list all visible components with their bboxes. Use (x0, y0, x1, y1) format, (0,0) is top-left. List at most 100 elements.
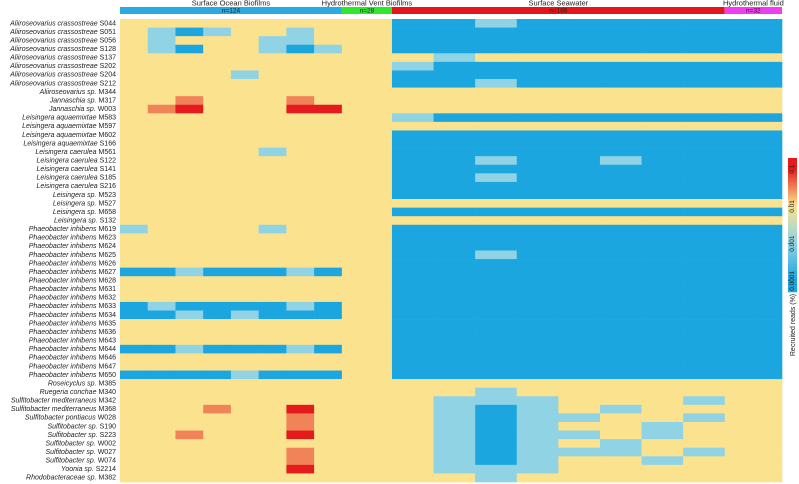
heat-cell (641, 70, 684, 80)
row-label: Phaeobacter inhibens M624 (29, 243, 116, 250)
heat-cell (475, 156, 518, 166)
heat-cell (314, 27, 343, 37)
row-label: Leisingera caerulea S141 (37, 166, 117, 173)
heat-cell (147, 113, 176, 123)
heat-cell (391, 430, 434, 440)
heat-cell (683, 113, 726, 123)
heat-cell (516, 104, 559, 114)
heat-cell (230, 96, 259, 106)
heat-cell (683, 233, 726, 243)
heat-cell (558, 70, 601, 80)
heat-cell (391, 130, 434, 140)
heat-cell (475, 190, 518, 200)
colorbar-segment (788, 187, 797, 190)
heat-cell (258, 387, 287, 397)
heat-cell (475, 241, 518, 251)
heat-cell (147, 353, 176, 363)
heat-cell (475, 336, 518, 346)
heat-cell (366, 473, 393, 483)
heat-cell (683, 396, 726, 406)
heat-cell (341, 379, 368, 388)
row-label: Leisingera caerulea S122 (37, 157, 117, 164)
colorbar-segment (788, 287, 797, 291)
heat-cell (391, 70, 434, 80)
heat-cell (599, 19, 642, 28)
heat-cell (341, 413, 368, 423)
heat-cell (724, 139, 754, 148)
colorbar-segment (788, 256, 797, 259)
heat-cell (147, 327, 176, 337)
heat-cell (516, 370, 559, 380)
heat-cell (341, 19, 368, 28)
heat-cell (433, 396, 476, 406)
heat-cell (230, 430, 259, 440)
row-strain: M597 (98, 123, 116, 130)
group-bar (120, 7, 342, 14)
heat-cell (314, 53, 343, 63)
colorbar-tick-label: 0.001 (789, 235, 796, 252)
heat-cell (683, 190, 726, 200)
heat-cell (558, 301, 601, 311)
heat-cell (203, 139, 232, 148)
heat-cell (391, 36, 434, 46)
heat-cell (258, 181, 287, 191)
heat-cell (475, 301, 518, 311)
heat-cell (147, 387, 176, 397)
heat-cell (286, 464, 315, 474)
heat-cell (314, 121, 343, 131)
heat-cell (366, 439, 393, 449)
heat-cell (175, 190, 204, 200)
row-strain: M634 (98, 312, 116, 319)
heat-cell (286, 284, 315, 294)
heat-cell (286, 87, 315, 97)
row-strain: M625 (98, 252, 116, 259)
heat-cell (599, 250, 642, 260)
heat-cell (475, 413, 518, 423)
row-strain: M633 (98, 303, 116, 310)
row-species: Leisingera aquaemixtae (22, 123, 96, 130)
heat-cell (683, 121, 726, 131)
heat-cell (175, 181, 204, 191)
heat-cell (120, 439, 149, 449)
heat-cell (641, 447, 684, 457)
heat-cell (599, 319, 642, 328)
heat-cell (753, 79, 783, 88)
heat-cell (147, 370, 176, 380)
heat-cell (314, 267, 343, 277)
heat-cell (516, 421, 559, 431)
heat-cell (341, 241, 368, 251)
heat-cell (724, 19, 754, 28)
group-bar (724, 7, 782, 14)
heat-cell (258, 233, 287, 243)
heat-cell (641, 207, 684, 217)
heat-cell (341, 139, 368, 148)
heat-cell (147, 379, 176, 388)
heat-cell (599, 456, 642, 466)
heat-cell (203, 96, 232, 106)
heat-cell (683, 53, 726, 63)
heat-cell (258, 310, 287, 320)
heat-cell (391, 79, 434, 88)
heat-cell (433, 430, 476, 440)
heat-cell (516, 464, 559, 474)
heat-cell (599, 207, 642, 217)
heat-cell (599, 27, 642, 37)
heat-cell (683, 319, 726, 328)
heat-cell (433, 121, 476, 131)
heat-cell (258, 421, 287, 431)
heat-cell (341, 430, 368, 440)
heat-cell (203, 53, 232, 63)
heat-cell (203, 147, 232, 157)
heat-cell (433, 353, 476, 363)
heat-cell (120, 130, 149, 140)
heat-cell (516, 199, 559, 208)
row-species: Leisingera aquaemixtae (22, 132, 96, 139)
heat-cell (558, 473, 601, 483)
heat-cell (203, 121, 232, 131)
heat-cell (147, 456, 176, 466)
heat-cell (366, 250, 393, 260)
row-strain: S166 (100, 140, 116, 147)
heat-cell (286, 353, 315, 363)
heat-cell (391, 156, 434, 166)
